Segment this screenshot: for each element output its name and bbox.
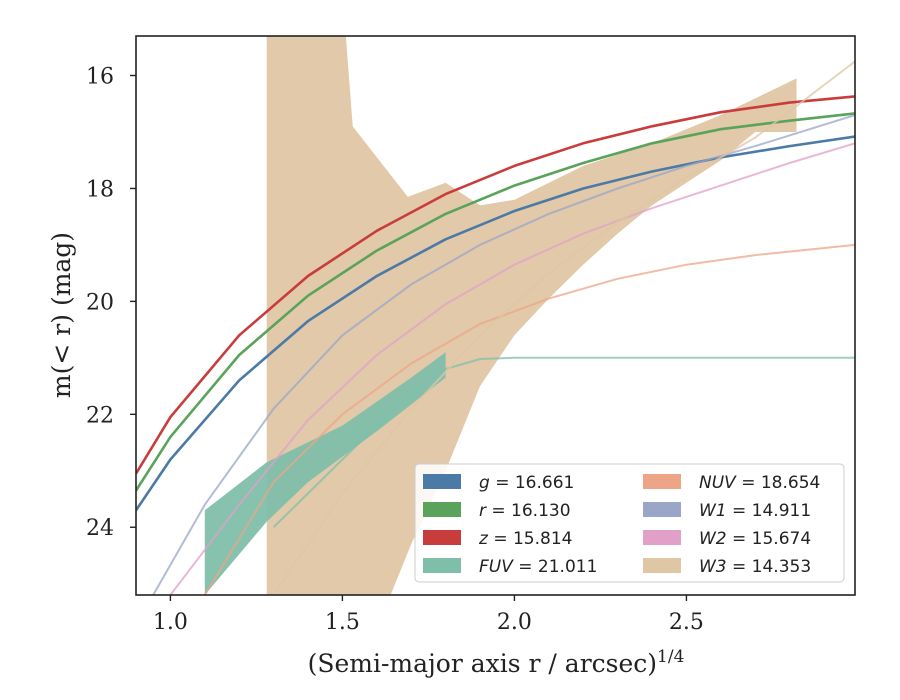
- series-line-w1: [152, 114, 855, 595]
- legend-swatch-fuv: [423, 558, 461, 573]
- legend-label-w2: W2 = 15.674: [699, 529, 811, 549]
- y-tick-label: 20: [86, 290, 114, 315]
- legend-label-fuv: FUV = 21.011: [479, 557, 597, 577]
- x-tick-label: 2.5: [669, 610, 704, 635]
- series-line-w3: [272, 60, 855, 595]
- plot-frame: [135, 35, 856, 596]
- x-axis-label: (Semi-major axis r / arcsec)1/4: [308, 647, 685, 678]
- legend-swatch-w1: [643, 502, 681, 517]
- y-tick-label: 24: [86, 516, 114, 541]
- legend-swatch-g: [423, 474, 461, 489]
- series-line-r: [136, 112, 855, 492]
- legend-swatch-z: [423, 530, 461, 545]
- series-band-w3: [266, 36, 797, 595]
- legend-label-w1: W1 = 14.911: [699, 501, 811, 521]
- legend-frame: [414, 463, 845, 583]
- series-line-z: [136, 95, 855, 475]
- series-line-g: [136, 135, 855, 512]
- legend-label-w3: W3 = 14.353: [699, 557, 811, 577]
- legend-swatch-nuv: [643, 474, 681, 489]
- legend: g = 16.661 r = 16.130 z = 15.814 FUV = 21.0…: [414, 463, 845, 583]
- y-tick-label: 18: [86, 177, 114, 202]
- legend-swatch-r: [423, 502, 461, 517]
- series-line-nuv: [203, 243, 855, 595]
- fuv-uncertainty-band: [204, 352, 446, 595]
- x-tick-label: 1.0: [153, 610, 188, 635]
- series-line-fuv: [272, 356, 855, 528]
- legend-label-r: r = 16.130: [479, 501, 571, 521]
- y-tick-label: 16: [86, 65, 114, 90]
- legend-swatch-w2: [643, 530, 681, 545]
- series-line-w2: [169, 142, 855, 595]
- legend-label-z: z = 15.814: [478, 529, 572, 549]
- y-axis-label: m(< r) (mag): [47, 232, 76, 398]
- legend-label-g: g = 16.661: [479, 473, 574, 493]
- legend-swatch-w3: [643, 558, 681, 573]
- x-tick-label: 2.0: [497, 610, 532, 635]
- y-tick-label: 22: [86, 403, 114, 428]
- x-tick-label: 1.5: [325, 610, 360, 635]
- legend-label-nuv: NUV = 18.654: [699, 473, 820, 493]
